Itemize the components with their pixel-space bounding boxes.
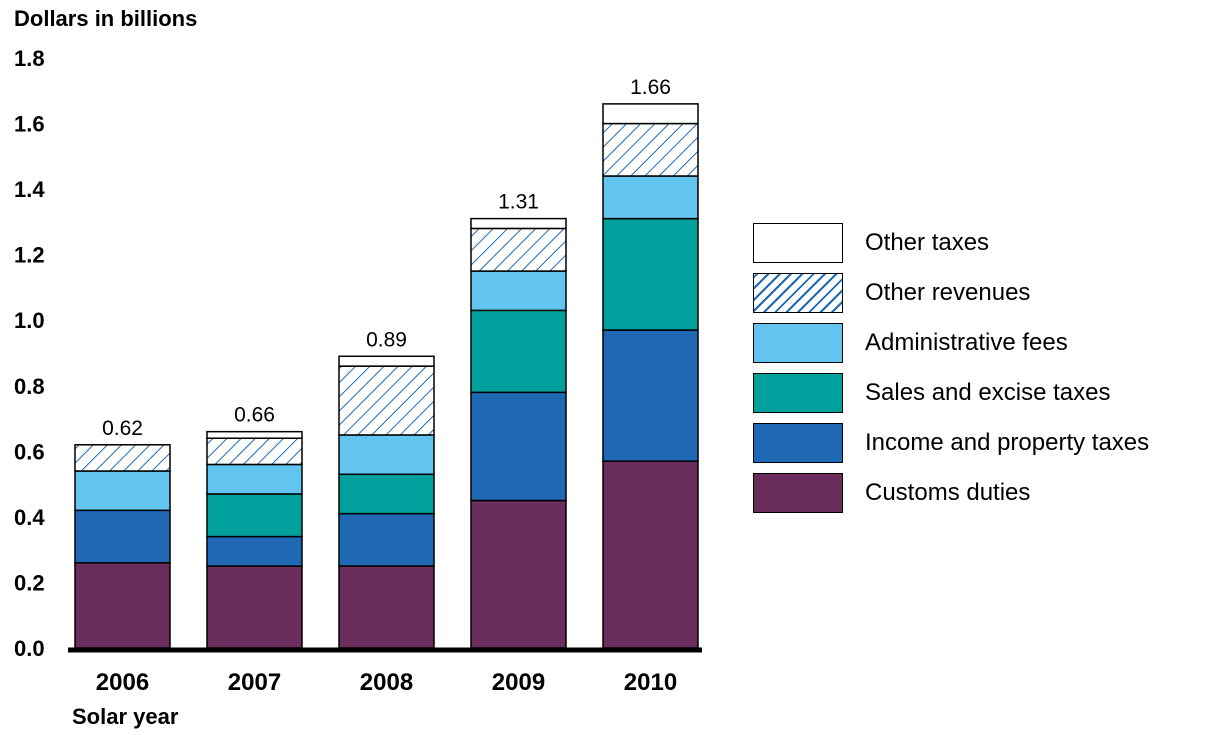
bar-segment-2009-sales-and-excise-taxes [470, 309, 567, 394]
bar-segment-2007-income-and-property-taxes [206, 535, 303, 567]
bar-segment-2006-administrative-fees [74, 470, 171, 512]
bar-total-label: 0.89 [366, 328, 407, 351]
bar-segment-2008-customs-duties [338, 565, 435, 649]
bar-segment-2006-income-and-property-taxes [74, 509, 171, 564]
bar-segment-2006-other-revenues [74, 444, 171, 472]
y-tick-label: 0.0 [14, 636, 45, 661]
bar-total-label: 1.31 [498, 191, 539, 214]
y-tick-label: 1.8 [14, 46, 45, 71]
bar-total-label: 0.62 [102, 417, 143, 440]
bar-total-label: 0.66 [234, 404, 275, 427]
legend-swatch [753, 473, 843, 513]
y-tick-label: 1.2 [14, 243, 45, 268]
x-tick-label: 2007 [228, 669, 281, 696]
x-tick-label: 2009 [492, 669, 545, 696]
bar-segment-2009-other-taxes [470, 217, 567, 230]
legend-label: Customs duties [865, 479, 1031, 506]
y-tick-label: 1.0 [14, 308, 45, 333]
bar-segment-2010-other-taxes [602, 103, 699, 125]
y-tick-label: 0.6 [14, 439, 45, 464]
bar-segment-2007-other-taxes [206, 430, 303, 439]
legend-swatch [753, 273, 843, 313]
bar-segment-2009-other-revenues [470, 227, 567, 272]
legend-swatch [753, 373, 843, 413]
legend-label: Other revenues [865, 279, 1031, 306]
bar-total-label: 1.66 [630, 76, 671, 99]
x-tick-label: 2008 [360, 669, 413, 696]
bar-segment-2009-administrative-fees [470, 270, 567, 312]
bar-segment-2009-customs-duties [470, 499, 567, 649]
bar-segment-2007-customs-duties [206, 565, 303, 649]
bar-segment-2009-income-and-property-taxes [470, 391, 567, 502]
bar-segment-2008-administrative-fees [338, 434, 435, 476]
bar-segment-2010-customs-duties [602, 460, 699, 649]
y-tick-label: 0.8 [14, 374, 45, 399]
bar-segment-2010-administrative-fees [602, 175, 699, 220]
bar-segment-2007-sales-and-excise-taxes [206, 493, 303, 538]
bar-segment-2008-sales-and-excise-taxes [338, 473, 435, 515]
y-axis-title: Dollars in billions [14, 6, 198, 31]
bar-segment-2007-other-revenues [206, 437, 303, 466]
legend-label: Sales and excise taxes [865, 379, 1111, 406]
y-tick-label: 1.4 [14, 177, 45, 202]
legend-swatch [753, 223, 843, 263]
y-tick-label: 0.4 [14, 505, 45, 530]
x-tick-label: 2006 [96, 669, 149, 696]
y-tick-label: 0.2 [14, 570, 45, 595]
bar-segment-2008-other-taxes [338, 355, 435, 367]
legend-swatch [753, 423, 843, 463]
bar-segment-2006-customs-duties [74, 562, 171, 649]
legend-swatch [753, 323, 843, 363]
x-tick-label: 2010 [624, 669, 677, 696]
legend-label: Income and property taxes [865, 429, 1150, 456]
bar-segment-2007-administrative-fees [206, 463, 303, 495]
y-tick-label: 1.6 [14, 112, 45, 137]
x-axis-title: Solar year [72, 704, 179, 729]
legend-label: Administrative fees [865, 329, 1068, 356]
bar-segment-2010-sales-and-excise-taxes [602, 217, 699, 331]
bar-segment-2010-other-revenues [602, 122, 699, 177]
bar-segment-2010-income-and-property-taxes [602, 329, 699, 462]
bar-segment-2008-income-and-property-taxes [338, 512, 435, 567]
legend-label: Other taxes [865, 229, 990, 256]
bar-segment-2008-other-revenues [338, 365, 435, 436]
